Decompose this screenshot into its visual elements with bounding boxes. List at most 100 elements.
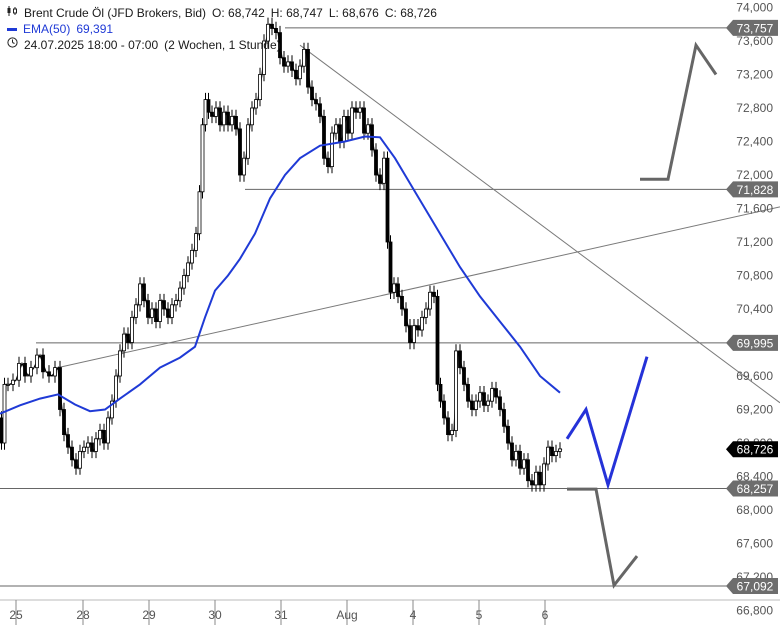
y-tick-label: 68,400 — [736, 470, 773, 484]
y-tick-label: 73,200 — [736, 68, 773, 82]
price-candle-body — [78, 450, 82, 469]
price-candle-body — [438, 383, 443, 402]
price-candle-body — [166, 308, 170, 318]
price-candle-body — [90, 442, 94, 452]
price-candle-body — [486, 400, 490, 406]
price-candle-body — [506, 425, 510, 444]
y-tick-label: 71,200 — [736, 235, 773, 249]
price-candle-body — [254, 99, 258, 109]
price-candle-body — [385, 157, 390, 243]
price-candle-body — [203, 99, 208, 126]
price-candle-body — [306, 49, 310, 88]
x-tick-label: 30 — [208, 608, 222, 622]
price-candle-body — [158, 300, 162, 322]
y-tick-label: 72,800 — [736, 101, 773, 115]
y-tick-label: 72,400 — [736, 135, 773, 149]
price-candle-body — [58, 367, 62, 410]
price-candle-body — [494, 388, 498, 398]
price-candle-body — [310, 86, 314, 101]
price-candle-body — [314, 99, 318, 105]
price-candle-body — [466, 383, 470, 402]
legend-ema-row: EMA(50) 69,391 — [6, 21, 443, 37]
price-candle-body — [502, 409, 506, 427]
price-candle-body — [298, 65, 302, 80]
y-axis: 74,000 73,600 73,200 72,800 72,400 72,000 71,6… — [736, 1, 773, 618]
price-candle-body — [412, 325, 416, 343]
price-candle-body — [238, 128, 242, 176]
price-candle-body — [542, 463, 546, 486]
legend-ema-value: 69,391 — [76, 22, 114, 36]
price-badge-label: 73,757 — [737, 21, 774, 35]
price-candle-body — [554, 450, 558, 456]
price-candle-body — [322, 116, 326, 159]
price-candle-body — [392, 283, 396, 293]
price-candle-body — [114, 375, 118, 402]
legend-open: O: 68,742 — [212, 6, 265, 20]
price-candle-body — [538, 471, 542, 486]
x-tick-label: 25 — [9, 608, 23, 622]
price-candle-body — [408, 325, 412, 343]
y-tick-label: 69,600 — [736, 369, 773, 383]
price-candle-body — [110, 400, 114, 419]
price-candle-body — [302, 49, 306, 67]
price-badge-label: 69,995 — [737, 336, 774, 350]
price-candle-body — [200, 124, 205, 193]
price-candle-body — [197, 191, 202, 235]
price-candle-body — [262, 40, 266, 75]
trend-line — [299, 44, 780, 404]
y-tick-label: 74,000 — [736, 1, 773, 15]
price-candle-body — [546, 446, 550, 465]
x-tick-label: 29 — [142, 608, 156, 622]
price-candle-body — [53, 367, 57, 377]
price-candle-body — [518, 450, 522, 469]
price-candle-body — [102, 429, 106, 444]
price-candle-body — [170, 304, 174, 318]
price-candle-body — [534, 471, 538, 486]
price-candle-body — [326, 157, 330, 167]
price-candle-body — [186, 262, 190, 276]
price-candle-body — [94, 438, 98, 452]
price-candle-body — [362, 107, 366, 134]
price-candle-body — [490, 388, 494, 402]
price-candle-body — [354, 107, 358, 113]
price-candle-body — [258, 74, 262, 101]
price-candle-body — [23, 362, 27, 377]
price-candle-body — [366, 124, 370, 134]
price-candle-body — [334, 124, 338, 134]
price-candle-body — [558, 448, 562, 452]
price-candle-body — [66, 434, 70, 448]
legend-close: C: 68,726 — [384, 6, 437, 20]
price-candle-body — [162, 300, 166, 310]
price-badge-label: 68,257 — [737, 482, 774, 496]
price-candle-body — [482, 392, 486, 406]
price-badge-shape — [726, 181, 778, 198]
x-tick-label: 4 — [410, 608, 417, 622]
projection-down-path — [567, 487, 639, 589]
price-candle-body — [206, 99, 211, 113]
price-candle-body — [266, 23, 270, 42]
price-candle-body — [122, 333, 126, 352]
price-badge-shape — [726, 480, 778, 497]
price-candle-body — [498, 396, 502, 410]
price-candle-body — [388, 241, 393, 293]
price-candle-body — [154, 308, 158, 323]
price-candle-body — [0, 417, 4, 444]
price-candle-body — [190, 249, 194, 264]
trend-line — [57, 206, 780, 369]
y-tick-label: 72,000 — [736, 168, 773, 182]
price-badge: 67,092 — [726, 578, 778, 595]
projection-up-path — [640, 41, 718, 181]
price-candle-body — [428, 291, 432, 310]
price-candle-body — [510, 442, 514, 461]
price-candle-body — [424, 308, 428, 318]
y-tick-label: 71,600 — [736, 202, 773, 216]
price-candle-body — [70, 446, 74, 461]
price-candle-body — [242, 157, 246, 176]
legend-date-range: 24.07.2025 18:00 - 07:00 — [24, 38, 159, 52]
x-tick-label: 28 — [76, 608, 90, 622]
price-candle-body — [330, 132, 334, 168]
price-badge-shape — [726, 578, 778, 595]
price-candle-body — [194, 233, 198, 251]
price-candle-body — [182, 275, 186, 289]
